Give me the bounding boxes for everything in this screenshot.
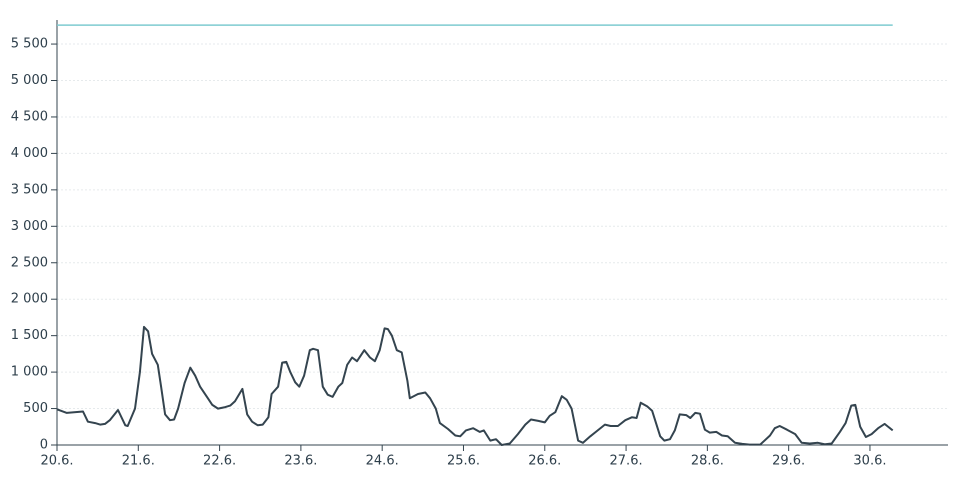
y-tick-label: 5 500	[11, 37, 48, 52]
x-tick-label: 23.6.	[284, 454, 317, 469]
y-tick-label: 4 000	[11, 146, 48, 161]
y-tick-label: 3 500	[11, 182, 48, 197]
y-tick-label: 2 000	[11, 292, 48, 307]
y-tick-label: 500	[23, 401, 48, 416]
x-tick-label: 25.6.	[447, 454, 480, 469]
x-tick-label: 27.6.	[610, 454, 643, 469]
y-tick-label: 1 000	[11, 365, 48, 380]
x-tick-label: 29.6.	[772, 454, 805, 469]
x-tick-label: 28.6.	[691, 454, 724, 469]
y-tick-label: 0	[40, 438, 48, 453]
x-tick-label: 22.6.	[203, 454, 236, 469]
series-line	[56, 325, 894, 446]
y-tick-label: 3 000	[11, 219, 48, 234]
x-tick-label: 20.6.	[40, 454, 73, 469]
x-tick-label: 21.6.	[122, 454, 155, 469]
x-tick-label: 30.6.	[853, 454, 886, 469]
y-tick-label: 4 500	[11, 109, 48, 124]
y-tick-label: 2 500	[11, 255, 48, 270]
y-tick-label: 1 500	[11, 328, 48, 343]
x-tick-label: 24.6.	[366, 454, 399, 469]
x-tick-label: 26.6.	[528, 454, 561, 469]
y-tick-label: 5 000	[11, 73, 48, 88]
